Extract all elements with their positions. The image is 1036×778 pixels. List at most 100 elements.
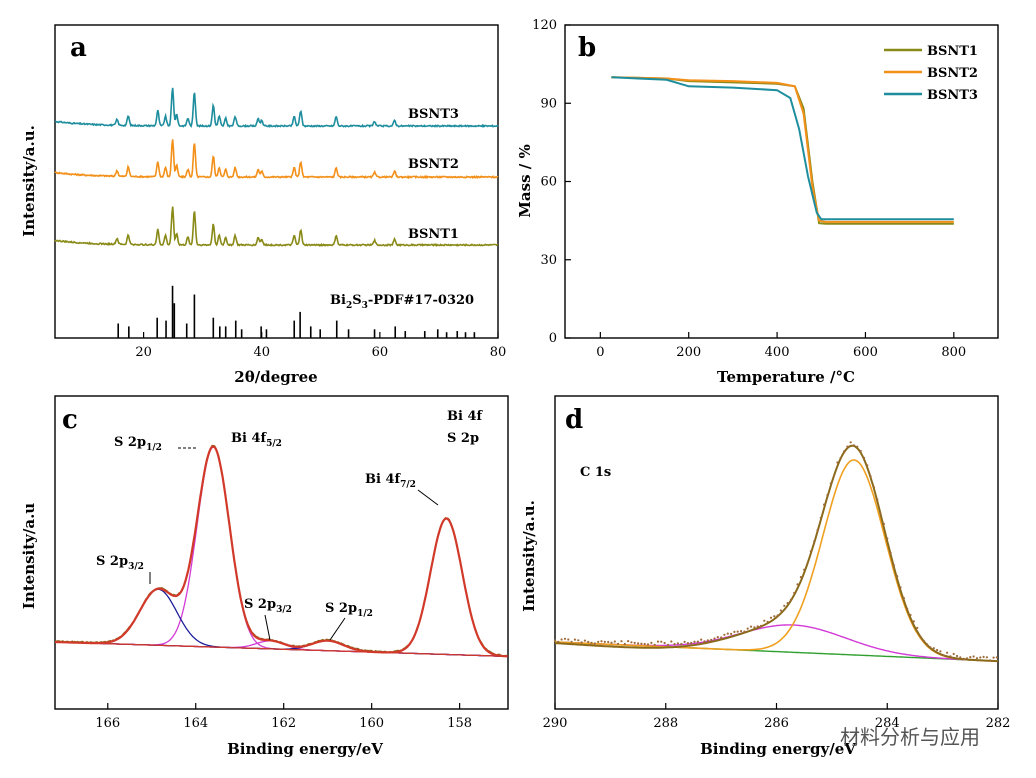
- raw-data-point: [919, 635, 922, 638]
- panel-c-letter: c: [62, 405, 78, 435]
- peak-label-s2p12-b: S 2p1/2: [325, 601, 373, 619]
- y-tick-label: 0: [549, 331, 557, 346]
- raw-data-point: [916, 626, 919, 630]
- raw-data-point: [892, 564, 896, 567]
- raw-data-point: [769, 616, 773, 619]
- x-tick-label: 290: [543, 716, 568, 731]
- raw-data-point: [653, 643, 656, 646]
- raw-data-point: [955, 654, 959, 658]
- x-tick-label: 158: [447, 716, 472, 731]
- raw-data-point: [560, 638, 563, 641]
- raw-data-point: [756, 625, 759, 628]
- panel-c-ylabel: Intensity/a.u: [20, 503, 38, 610]
- raw-data-point: [680, 642, 683, 646]
- raw-data-point: [660, 640, 663, 643]
- raw-data-point: [663, 641, 666, 645]
- raw-data-point: [683, 640, 686, 644]
- x-tick-label: 40: [253, 345, 270, 360]
- raw-data-point: [929, 646, 932, 649]
- panel-c-x-ticks: 166 164 162 160 158: [95, 703, 472, 731]
- raw-data-point: [862, 456, 866, 459]
- xrd-series-bsnt1: [54, 206, 499, 248]
- raw-data-point: [852, 444, 856, 447]
- raw-data-point: [965, 657, 969, 660]
- raw-data-point: [969, 656, 972, 659]
- x-tick-label: 20: [135, 345, 152, 360]
- raw-data-point: [773, 615, 776, 618]
- y-tick-label: 90: [540, 96, 557, 111]
- raw-data-point: [643, 642, 646, 646]
- tga-series-bsnt2: [611, 76, 954, 223]
- panel-b-legend: BSNT1 BSNT2 BSNT3: [884, 44, 978, 103]
- peak-label-bi4f72: Bi 4f7/2: [365, 472, 416, 490]
- raw-data-point: [607, 640, 610, 644]
- raw-data-point: [803, 568, 806, 571]
- x-tick-label: 400: [765, 345, 790, 360]
- panel-a: a 20 40 60 80 BSNT3 BSNT2 BSNT1 Bi2S3-PDF#1…: [20, 24, 506, 386]
- raw-data-point: [836, 461, 839, 464]
- panel-a-reference-sticks: [117, 285, 476, 338]
- raw-data-point: [713, 637, 716, 640]
- raw-data-point: [567, 638, 570, 641]
- raw-data-point: [886, 537, 889, 540]
- raw-data-point: [949, 655, 952, 658]
- x-tick-label: 288: [653, 716, 678, 731]
- s2p-component-a: [55, 588, 508, 658]
- raw-data-point: [789, 598, 793, 601]
- reference-pdf-label: Bi2S3-PDF#17-0320: [330, 293, 474, 311]
- panel-d-frame: [554, 395, 999, 710]
- raw-data-point: [906, 607, 909, 610]
- raw-data-point: [786, 602, 789, 605]
- panel-b-letter: b: [578, 33, 596, 63]
- raw-data-point: [896, 575, 899, 578]
- tga-series-bsnt1: [611, 76, 954, 225]
- panel-d-x-ticks: 290 288 286 284 282: [543, 703, 1011, 731]
- raw-data-point: [816, 529, 819, 532]
- xrd-series-bsnt3: [54, 87, 499, 129]
- raw-data-point: [753, 626, 756, 629]
- raw-data-point: [656, 640, 660, 643]
- raw-data-point: [740, 630, 743, 633]
- raw-data-point: [992, 656, 995, 659]
- raw-data-point: [703, 640, 706, 643]
- panel-a-xlabel: 2θ/degree: [234, 368, 317, 386]
- raw-data-point: [640, 642, 643, 645]
- raw-data-point: [783, 604, 786, 607]
- raw-data-point: [673, 643, 676, 646]
- raw-data-point: [577, 639, 580, 642]
- raw-data-point: [869, 475, 872, 478]
- raw-data-point: [726, 632, 729, 635]
- raw-data-point: [793, 591, 796, 595]
- raw-data-point: [557, 640, 560, 643]
- raw-data-point: [700, 638, 703, 641]
- tga-series-bsnt3: [611, 76, 954, 221]
- raw-data-point: [749, 625, 753, 628]
- raw-data-point: [646, 643, 650, 646]
- raw-data-point: [613, 640, 616, 643]
- xrd-series-bsnt2: [54, 139, 499, 180]
- raw-data-point: [962, 657, 965, 661]
- legend-bsnt3-label: BSNT3: [927, 88, 978, 103]
- raw-data-point: [766, 620, 769, 623]
- raw-data-point: [849, 441, 852, 444]
- raw-data-point: [600, 640, 603, 643]
- raw-data-point: [972, 655, 975, 658]
- raw-data-point: [922, 639, 925, 643]
- raw-data-point: [942, 654, 945, 657]
- raw-data-point: [995, 656, 999, 659]
- annotation-s2p: S 2p: [447, 431, 479, 446]
- raw-data-point: [813, 540, 816, 543]
- raw-data-point: [946, 651, 949, 654]
- x-tick-label: 282: [986, 716, 1011, 731]
- panel-c-frame: [54, 395, 509, 710]
- raw-data-point: [563, 637, 567, 640]
- raw-data-point: [829, 482, 832, 485]
- raw-data-point: [926, 643, 929, 646]
- raw-data-point: [746, 627, 749, 630]
- raw-data-point: [690, 641, 693, 645]
- raw-data-point: [570, 640, 573, 643]
- raw-data-point: [743, 630, 746, 633]
- peak-label-s2p32-a: S 2p3/2: [96, 554, 144, 572]
- raw-data-point: [975, 657, 979, 660]
